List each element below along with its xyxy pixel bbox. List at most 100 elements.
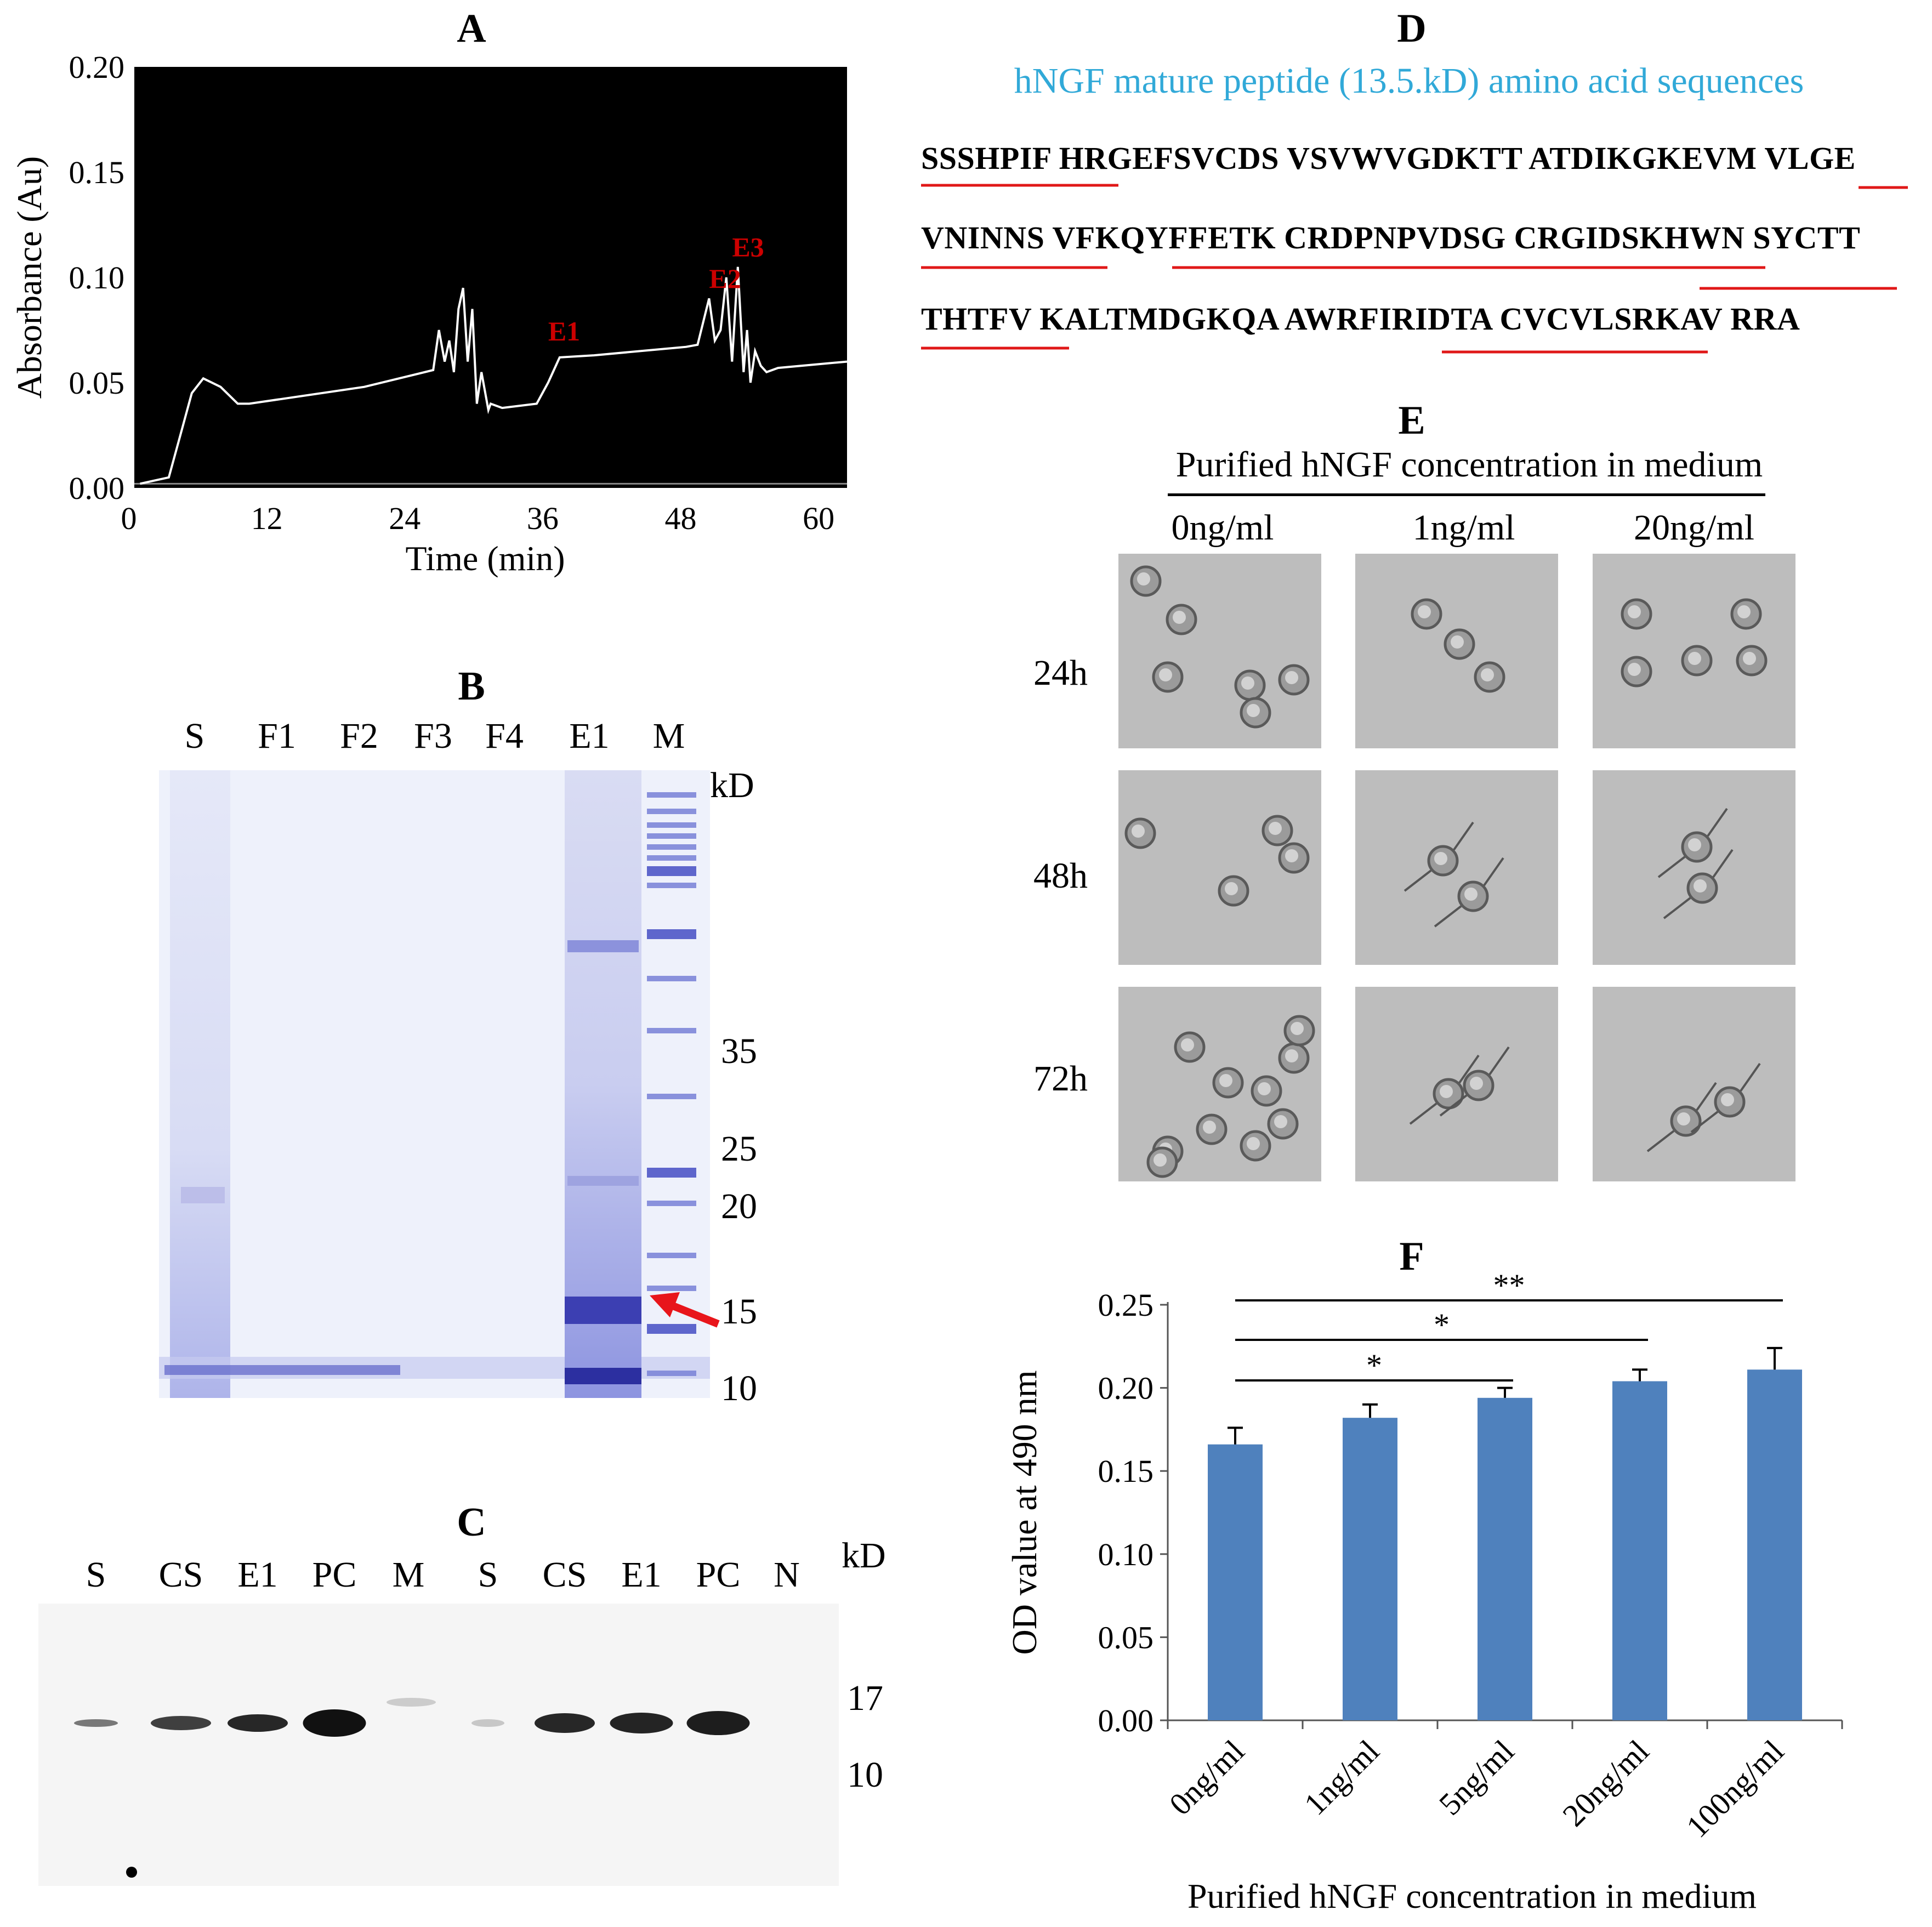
bar [1612,1381,1667,1720]
x-axis-title: Time (min) [406,539,565,578]
neuron-cell [1124,817,1156,849]
panel-a-label: A [457,6,486,51]
panel-c-label: C [457,1500,486,1545]
neuron-cell [1474,661,1505,693]
blot-band [151,1716,211,1730]
ladder-band [647,1253,696,1258]
y-tick-label: 0.25 [1098,1287,1154,1323]
neuron-cell [1278,1042,1310,1074]
blot-c-unit: kD [842,1536,886,1576]
neuron-cell [1403,821,1474,892]
x-tick-label: 1ng/ml [1297,1733,1386,1822]
neuron-cell [1262,815,1293,846]
od-bar-chart: 0.00 0.05 0.10 0.15 0.20 0.25 0ng/ml 1ng/ml 5ng/… [1005,1267,1843,1915]
x-tick-label: 48 [664,501,696,536]
gel-lane-label: F2 [340,716,378,756]
sds-page-gel [159,770,710,1398]
neuron-cell [1267,1108,1299,1140]
neuron-cell [1278,664,1310,696]
neuron-cell [1434,857,1504,928]
blot-lane-label: PC [312,1555,357,1595]
y-tick-label: 0.00 [69,470,125,506]
gel-marker-label: 20 [721,1186,757,1226]
ladder-band [647,883,696,888]
blot-band [303,1709,366,1737]
peak-label: E2 [709,263,741,294]
micrograph-title: Purified hNGF concentration in medium [1175,445,1763,485]
panel-d-label: D [1397,6,1427,51]
blot-speck [126,1867,137,1878]
neuron-cell [1439,1046,1510,1117]
neuron-cell [1130,565,1162,597]
y-axis-title: Absorbance (Au) [10,156,49,399]
gel-lane-label: M [652,716,685,756]
neuron-cell [1444,628,1475,660]
x-tick-label: 60 [803,501,834,536]
ladder-band [647,1168,696,1178]
blot-lane-label: S [478,1555,498,1595]
blot-lane-label: N [774,1555,800,1595]
y-tick-label: 0.20 [1098,1371,1154,1406]
blot-band [228,1714,288,1732]
y-tick-label: 0.10 [69,260,125,295]
gel-band [181,1187,225,1203]
peak-label: E3 [732,232,764,263]
gel-b-unit: kD [710,765,754,805]
y-tick-label: 0.15 [1098,1453,1154,1489]
blot-lane-label: E1 [621,1555,662,1595]
x-axis-title: Purified hNGF concentration in medium [1187,1877,1757,1915]
neuron-cell [1240,697,1271,729]
ladder-band [647,792,696,798]
neuron-cell [1411,598,1442,630]
blot-lane-label: E1 [237,1555,278,1595]
blot-band [387,1698,436,1707]
gel-lane-label: S [184,716,205,756]
blot-band [535,1713,595,1733]
neuron-cell [1278,842,1310,874]
gel-marker-label: 10 [721,1368,757,1408]
blot-lane-label: M [392,1555,425,1595]
y-tick-label: 0.05 [1098,1619,1154,1655]
neuron-cell [1196,1113,1228,1145]
ladder-band [647,1324,696,1334]
bar [1478,1397,1532,1720]
sequence-line-3: THTFV KALTMDGKQA AWRFIRIDTA CVCVLSRKAV R… [921,301,1800,337]
red-arrow-icon [650,1292,720,1328]
x-tick-label: 0ng/ml [1162,1733,1251,1822]
y-tick-label: 0.00 [1098,1703,1154,1738]
blot-marker-label: 10 [847,1755,883,1795]
chromatogram-chart: 0.20 0.15 0.10 0.05 0.000 12 24 36 48 60 Time (min… [10,49,848,578]
gel-lane-s [170,770,230,1398]
y-axis-title: OD value at 490 nm [1005,1371,1044,1655]
ladder-band [647,1028,696,1033]
absorbance-trace [140,266,848,485]
gel-band [565,1368,641,1384]
gel-lane-label: F4 [485,716,524,756]
x-tick-label: 0 [121,501,137,536]
significance-label: * [1366,1348,1382,1383]
micrograph-cell [1355,770,1558,965]
neuron-cell [1218,875,1249,907]
significance-label: ** [1493,1267,1525,1303]
y-tick-label: 0.05 [69,365,125,401]
row-label-48h: 48h [1033,856,1088,896]
blot-band [686,1711,750,1735]
micrograph-cell [1355,987,1558,1181]
micrograph-cell [1118,770,1321,965]
y-tick-label: 0.20 [69,49,125,85]
column-label-2: 20ng/ml [1633,508,1754,548]
marker-ladder [647,792,696,1376]
gel-lane-label: F1 [258,716,296,756]
peptide-underlines [921,184,1908,354]
gel-lane-label: E1 [569,716,610,756]
gel-lane-label: F3 [414,716,452,756]
neuron-cell [1663,849,1734,919]
neuron-cell [1240,1130,1271,1162]
micrograph-cell [1593,770,1795,965]
ladder-band [647,1371,696,1376]
ladder-band [647,976,696,981]
panel-f-label: F [1399,1234,1424,1279]
blot-lane-label: S [86,1555,106,1595]
y-tick-label: 0.15 [69,155,125,190]
neuron-cell [1212,1067,1244,1099]
